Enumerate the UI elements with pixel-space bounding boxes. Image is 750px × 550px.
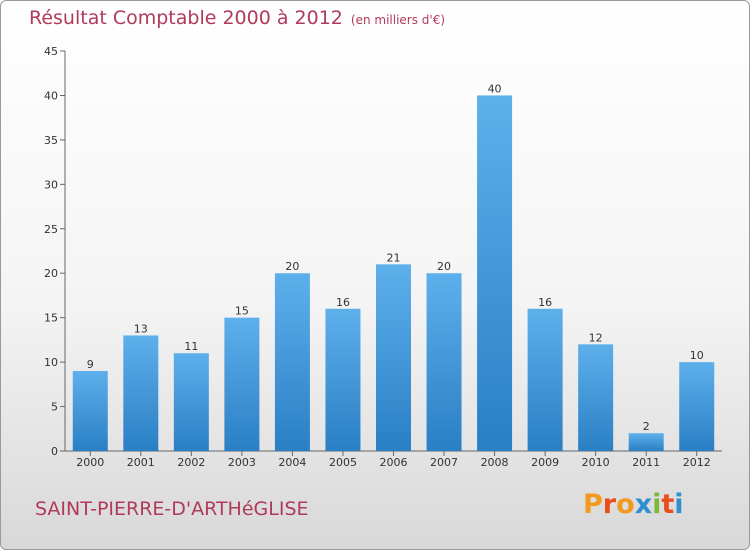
bar [578, 344, 614, 451]
x-tick-label: 2007 [430, 456, 458, 469]
x-tick-label: 2012 [683, 456, 711, 469]
y-tick-label: 35 [44, 134, 58, 147]
data-label: 2 [643, 420, 650, 433]
data-label: 10 [690, 349, 704, 362]
y-tick-label: 40 [44, 89, 58, 102]
y-tick-label: 10 [44, 356, 58, 369]
data-label: 11 [184, 340, 198, 353]
data-label: 20 [437, 260, 451, 273]
bars: 9 13 11 15 20 16 21 20 40 16 12 2 10 [72, 82, 715, 451]
bar [224, 317, 260, 451]
proxiti-logo[interactable]: Proxiti [583, 489, 684, 520]
logo-letter: i [674, 489, 684, 520]
data-label: 16 [336, 296, 350, 309]
x-tick-label: 2003 [228, 456, 256, 469]
logo-letter: o [616, 489, 635, 520]
commune-name: SAINT-PIERRE-D'ARTHéGLISE [35, 498, 309, 520]
y-tick-label: 25 [44, 223, 58, 236]
data-label: 16 [538, 296, 552, 309]
x-tick-label: 2005 [329, 456, 357, 469]
data-label: 12 [589, 331, 603, 344]
bar [426, 273, 462, 451]
bar [679, 362, 715, 451]
bar [527, 308, 563, 451]
x-tick-label: 2002 [177, 456, 205, 469]
chart-title: Résultat Comptable 2000 à 2012 (en millie… [29, 7, 445, 29]
bar [628, 433, 664, 451]
bar [274, 273, 310, 451]
y-tick-label: 45 [44, 45, 58, 58]
y-tick-label: 20 [44, 267, 58, 280]
x-tick-label: 2009 [531, 456, 559, 469]
y-tick-label: 30 [44, 178, 58, 191]
bar [72, 371, 108, 451]
bar [173, 353, 209, 451]
bar [325, 308, 361, 451]
logo-letter: P [583, 489, 603, 520]
data-label: 21 [387, 251, 401, 264]
y-tick-label: 0 [51, 445, 58, 458]
title-text: Résultat Comptable 2000 à 2012 [29, 7, 343, 29]
data-label: 13 [134, 322, 148, 335]
x-tick-label: 2004 [278, 456, 306, 469]
data-label: 9 [87, 358, 94, 371]
data-label: 20 [285, 260, 299, 273]
bar [123, 335, 159, 451]
x-tick-label: 2000 [76, 456, 104, 469]
chart-subtitle: (en milliers d'€) [350, 13, 446, 27]
bar [376, 264, 411, 451]
x-tick-label: 2001 [127, 456, 155, 469]
logo-letter: i [652, 489, 662, 520]
x-tick-label: 2006 [380, 456, 408, 469]
logo-letter: r [602, 489, 617, 520]
logo-letter: t [661, 489, 675, 520]
logo-letter: x [634, 489, 653, 520]
data-label: 40 [488, 82, 502, 95]
y-tick-label: 5 [51, 401, 58, 414]
data-label: 15 [235, 305, 249, 318]
bar [477, 95, 513, 451]
x-tick-label: 2010 [582, 456, 610, 469]
x-tick-label: 2008 [481, 456, 509, 469]
x-tick-label: 2011 [632, 456, 660, 469]
y-tick-label: 15 [44, 312, 58, 325]
